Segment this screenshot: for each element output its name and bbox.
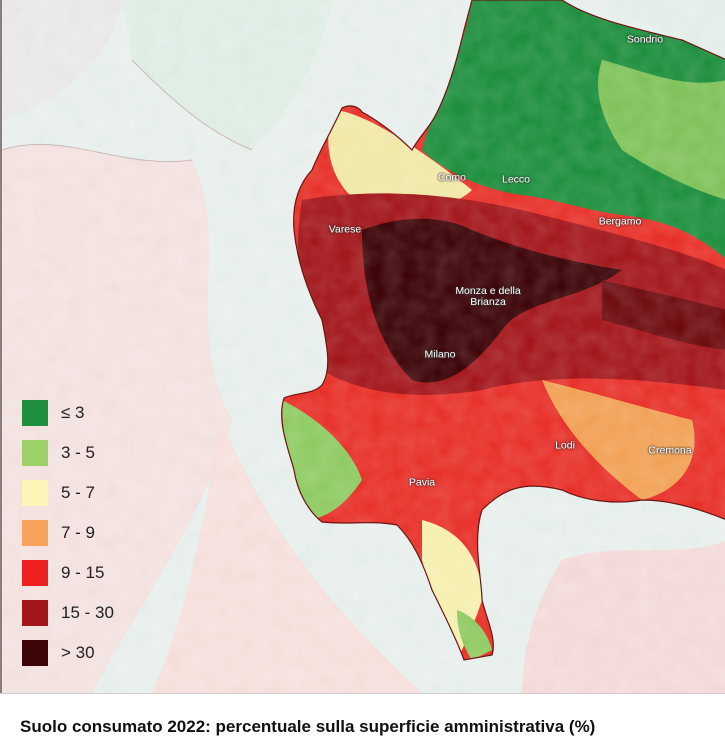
legend-swatch [22, 640, 48, 666]
legend-label: ≤ 3 [61, 403, 85, 422]
map-canvas [2, 0, 725, 693]
city-label-varese: Varese [328, 223, 362, 236]
legend-swatch [22, 560, 48, 586]
map-caption: Suolo consumato 2022: percentuale sulla … [20, 717, 596, 736]
city-label-cremona: Cremona [648, 444, 692, 457]
city-label-como: Como [437, 171, 467, 184]
legend-label: 15 - 30 [61, 603, 114, 622]
city-label-pavia: Pavia [408, 476, 436, 489]
lombardy-border [281, 0, 725, 661]
caption-bar: Suolo consumato 2022: percentuale sulla … [0, 693, 725, 748]
city-label-monza-e-della-brianza: Monza e della Brianza [455, 285, 521, 308]
city-label-bergamo: Bergamo [598, 215, 642, 228]
legend-label: 9 - 15 [61, 563, 105, 582]
legend-swatch [22, 520, 48, 546]
legend-swatch [22, 400, 48, 426]
city-label-lodi: Lodi [555, 439, 575, 452]
city-label-lecco: Lecco [501, 173, 531, 186]
legend-swatch [22, 480, 48, 506]
legend-label: 7 - 9 [61, 523, 96, 542]
legend-swatch [22, 440, 48, 466]
city-label-milano: Milano [424, 348, 456, 361]
city-label-sondrio: Sondrio [626, 33, 664, 46]
legend-label: 3 - 5 [61, 443, 96, 462]
legend-label: 5 - 7 [61, 483, 96, 502]
legend-label: > 30 [61, 643, 95, 662]
legend-swatch [22, 600, 48, 626]
choropleth-map: Sondrio Como Lecco Varese Bergamo Monza e del… [0, 0, 725, 693]
